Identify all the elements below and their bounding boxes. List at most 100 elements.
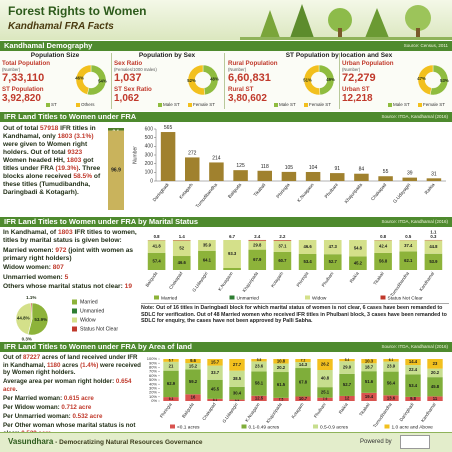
y-tick-label: 200 [145, 161, 154, 167]
value-label: 1.4 [179, 234, 186, 239]
legend-swatch [384, 424, 390, 429]
text-segment: 0.532 acre [72, 412, 103, 420]
bar-segment [317, 387, 333, 398]
value-label: 56.4 [387, 381, 396, 386]
text-segment: Out of [3, 354, 23, 361]
value-label: 35.9 [203, 242, 212, 247]
metric-label: ST Sex Ratio [114, 86, 152, 93]
y-tick-label: 0 [150, 178, 153, 184]
x-tick-label: Kotagarh [178, 182, 194, 200]
value-label: 57.4 [153, 258, 162, 263]
value-label: 46.6 [304, 244, 313, 249]
bar-segment [185, 369, 201, 395]
marital-text: In Kandhamal, of 1803 IFR titles to wome… [3, 229, 137, 299]
value-label: 84 [359, 167, 365, 173]
y-tick-label: 40% [149, 381, 157, 386]
value-label: 1.1 [430, 230, 437, 235]
bar-segment [424, 240, 443, 254]
section-banner: IFR Land Titles to Women under FRA by Ma… [0, 217, 452, 227]
bar-segment [273, 363, 289, 373]
text-segment: IFR titles to women, titles by marital s… [3, 229, 137, 245]
bar-segment [383, 361, 399, 372]
legend-swatch [241, 424, 247, 429]
demography: Population Size Population by Sex ST Popul… [0, 51, 452, 111]
y-tick-label: 300 [145, 152, 154, 158]
share-label: 96.9 [111, 168, 121, 174]
value-label: 9.6 [190, 358, 196, 363]
bar-segment [251, 371, 267, 396]
y-tick-label: 10% [149, 394, 157, 399]
y-tick-label: 50% [149, 377, 157, 382]
metric-value: 7,33,110 [2, 72, 45, 84]
value-label: 272 [188, 150, 197, 156]
text-segment: 1803 [57, 229, 73, 236]
value-label: 14.3 [299, 362, 308, 367]
legend-label: Unmarried [80, 308, 104, 314]
bar-segment [229, 359, 245, 371]
value-label: 7.5 [279, 397, 284, 401]
value-label: 12 [345, 396, 350, 401]
ground [240, 37, 452, 40]
x-tick-label: Tumudibandha [372, 401, 393, 428]
text-segment: Out of total [3, 125, 40, 132]
source: Source: ITDA, Kandhamal (2016) [381, 114, 448, 119]
text-segment: . [15, 385, 18, 393]
value-label: 40.8 [321, 376, 330, 381]
bar-segment [207, 398, 223, 401]
value-label: 9.3 [169, 397, 174, 401]
divider [111, 53, 112, 109]
value-label: 54.8 [354, 245, 363, 250]
value-label: 12.5 [255, 395, 264, 400]
metric-label: Urban Population [342, 60, 394, 67]
tree [328, 8, 352, 32]
x-tick-label: Chakapad [168, 270, 184, 290]
bar-segment [229, 386, 245, 400]
value-label: 62.9 [167, 381, 176, 386]
legend-swatch [72, 317, 77, 323]
bar-segment [339, 373, 355, 396]
metric-label: Rural Population [228, 60, 278, 67]
text-segment: Per Widow woman: [3, 403, 62, 411]
paragraph: Out of total 57918 IFR titles in Kandham… [3, 125, 103, 197]
legend-swatch [170, 424, 175, 429]
value-label: 49% [326, 77, 335, 82]
bar-segment [172, 256, 191, 270]
legend-label: Others [81, 102, 95, 107]
value-label: 46.6 [178, 260, 187, 265]
x-tick-label: Phiringia [275, 182, 291, 199]
bar-segment [248, 249, 267, 270]
value-label: 29.9 [343, 365, 352, 370]
section-title: IFR Land Titles to Women under FRA [4, 112, 137, 121]
tree [260, 10, 280, 38]
x-tick-label: K.Nuagaon [296, 182, 315, 203]
y-tick-label: 600 [145, 126, 154, 132]
bar [160, 132, 176, 181]
value-label: 2.4 [254, 234, 261, 239]
text-segment: Per Married woman: [3, 394, 64, 402]
value-label: 31 [431, 171, 437, 177]
value-label: 41.8 [153, 244, 162, 249]
legend-label: Female ST [423, 102, 446, 107]
demo-block: Urban Population (Number) 72,279 Urban ST 12… [340, 60, 452, 110]
value-label: 67.9 [253, 257, 262, 262]
bar-segment [405, 396, 421, 401]
value-label: 23.9 [387, 364, 396, 369]
bar-segment [427, 368, 443, 378]
value-label: 5.8 [257, 358, 262, 362]
value-label: 11 [433, 396, 438, 401]
value-label: 1.1% [26, 296, 36, 300]
value-label: 53% [440, 78, 449, 83]
bar-segment [374, 240, 392, 253]
slice [30, 302, 33, 320]
y-tick-label: 30% [149, 385, 157, 390]
bar-segment [361, 359, 377, 364]
bar-segment [163, 361, 179, 371]
legend-label: Unmarried [237, 295, 260, 301]
value-label: 37.4 [404, 243, 413, 248]
x-tick-label: Baliguda [144, 270, 158, 287]
value-label: 104 [309, 165, 318, 171]
x-tick-label: Kandhamal [418, 271, 435, 292]
x-tick-label: Khajuripada [344, 182, 364, 204]
x-tick-label: Phulbani [324, 182, 339, 199]
